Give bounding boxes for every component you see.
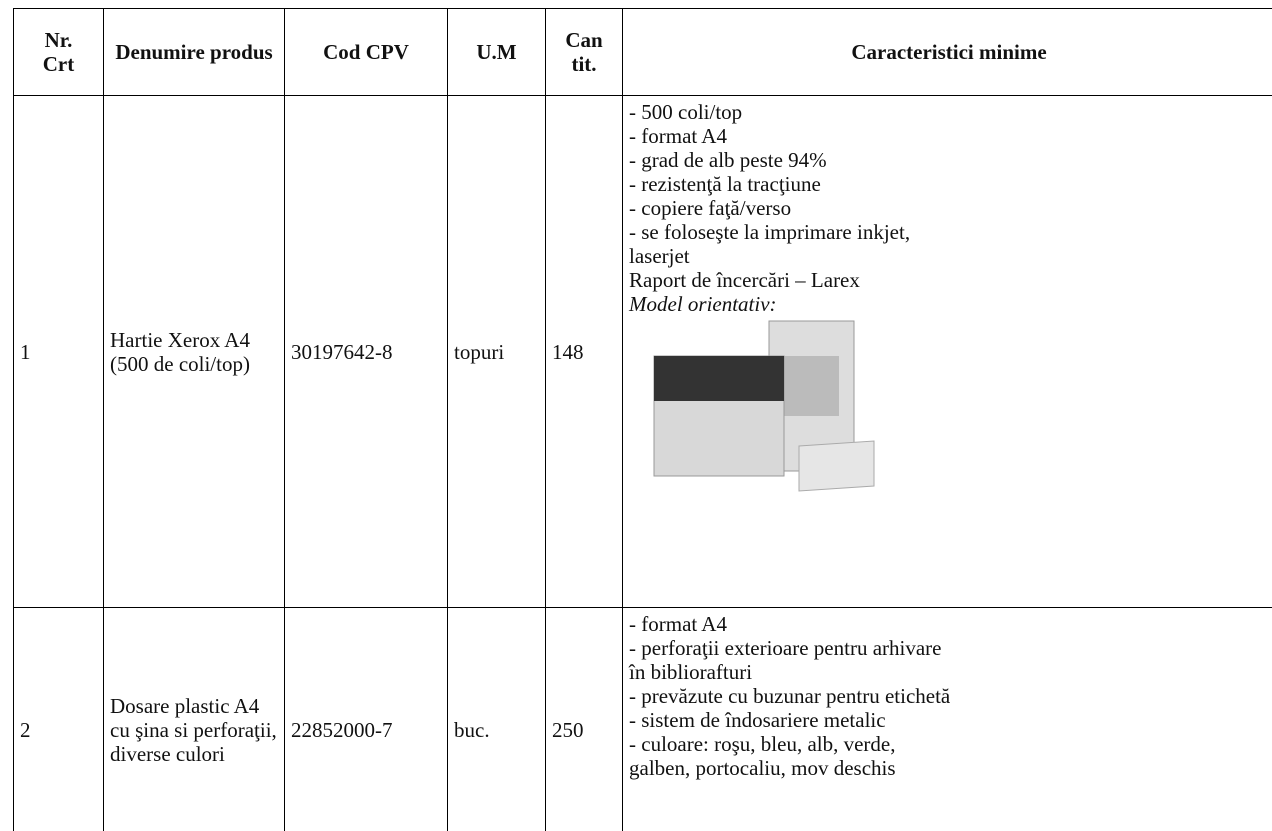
header-text: Nr. Crt (42, 28, 75, 76)
row: 1 Hartie Xerox A4 (500 de coli/top) 3019… (13, 95, 1272, 608)
product-image (653, 320, 875, 492)
cell-nr: 2 (13, 607, 104, 831)
spec-line: - se foloseşte la imprimare inkjet, (629, 220, 911, 244)
spec-line: - perforaţii exterioare pentru arhivare (629, 636, 942, 660)
spec-list: - format A4- perforaţii exterioare pentr… (629, 612, 1269, 780)
spec-line: - format A4 (629, 612, 727, 636)
spec-line: - prevăzute cu buzunar pentru etichetă (629, 684, 951, 708)
spec-line: galben, portocaliu, mov deschis (629, 756, 896, 780)
cell-um: topuri (447, 95, 546, 608)
header-text: Can tit. (565, 28, 603, 76)
cell-specs: - format A4- perforaţii exterioare pentr… (622, 607, 1272, 831)
product-table: Nr. Crt Denumire produs Cod CPV U.M Can … (13, 8, 1272, 831)
spec-line: - sistem de îndosariere metalic (629, 708, 886, 732)
cell-cpv: 22852000-7 (284, 607, 448, 831)
cell-qty: 148 (545, 95, 623, 608)
cell-qty: 250 (545, 607, 623, 831)
cell-cpv: 30197642-8 (284, 95, 448, 608)
header-cell: Caracteristici minime (622, 8, 1272, 96)
header-row: Nr. Crt Denumire produs Cod CPV U.M Can … (13, 8, 1272, 96)
spec-list: - 500 coli/top - format A4- grad de alb p… (629, 100, 1269, 292)
cell-nr: 1 (13, 95, 104, 608)
spec-line: - grad de alb peste 94% (629, 148, 827, 172)
header-cell: Cod CPV (284, 8, 448, 96)
spec-line: Raport de încercări – Larex (629, 268, 860, 292)
spec-line: - 500 coli/top (629, 100, 743, 124)
spec-line: în bibliorafturi (629, 660, 753, 684)
row: 2 Dosare plastic A4 cu şina si perforaţi… (13, 607, 1272, 831)
spec-line: - rezistenţă la tracţiune (629, 172, 821, 196)
cell-name: Hartie Xerox A4 (500 de coli/top) (103, 95, 285, 608)
header-cell: U.M (447, 8, 546, 96)
header-cell: Can tit. (545, 8, 623, 96)
spec-line: - culoare: roşu, bleu, alb, verde, (629, 732, 896, 756)
header-cell: Nr. Crt (13, 8, 104, 96)
cell-um: buc. (447, 607, 546, 831)
spec-line: - copiere faţă/verso (629, 196, 792, 220)
cell-name: Dosare plastic A4 cu şina si perforaţii,… (103, 607, 285, 831)
model-label: Model orientativ: (629, 292, 777, 316)
spec-line: laserjet (629, 244, 690, 268)
header-cell: Denumire produs (103, 8, 285, 96)
cell-specs: - 500 coli/top - format A4- grad de alb p… (622, 95, 1272, 608)
spec-line: - format A4 (629, 124, 727, 148)
